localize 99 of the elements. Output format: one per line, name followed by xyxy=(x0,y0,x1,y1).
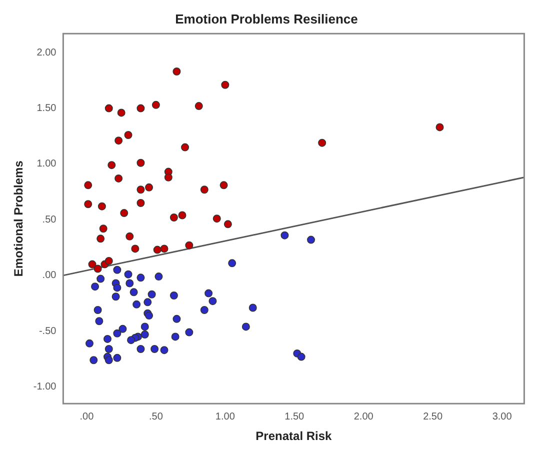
point xyxy=(170,291,178,300)
point xyxy=(127,336,136,344)
point xyxy=(112,292,120,301)
point xyxy=(178,211,186,220)
point xyxy=(242,322,250,331)
y-tick-label: .00 xyxy=(42,270,57,282)
point xyxy=(170,213,178,222)
point xyxy=(212,214,221,223)
point xyxy=(126,232,134,240)
point xyxy=(164,173,172,182)
point xyxy=(172,314,181,323)
point xyxy=(153,246,162,254)
point xyxy=(90,356,98,364)
point xyxy=(181,143,190,152)
point xyxy=(150,344,159,353)
point xyxy=(148,290,156,298)
point xyxy=(204,289,213,298)
point xyxy=(108,161,116,170)
point xyxy=(160,244,168,253)
y-tick-label: 1.50 xyxy=(36,103,57,114)
y-tick-label: 1.00 xyxy=(36,158,57,170)
point xyxy=(85,339,94,348)
point xyxy=(185,328,194,336)
x-tick-label: .00 xyxy=(80,411,94,422)
point xyxy=(84,200,92,208)
point xyxy=(136,199,145,207)
point xyxy=(84,181,92,190)
point xyxy=(118,324,127,333)
point xyxy=(136,344,145,353)
point xyxy=(185,241,194,250)
point xyxy=(113,329,122,338)
x-tick-label: 2.00 xyxy=(354,411,374,422)
point xyxy=(136,158,145,167)
point xyxy=(113,266,122,274)
point xyxy=(104,104,113,112)
point xyxy=(136,186,145,194)
x-axis-title: Prenatal Risk xyxy=(256,429,332,444)
x-tick-label: 2.50 xyxy=(423,411,443,422)
point xyxy=(221,80,230,89)
point xyxy=(297,352,306,361)
x-tick-label: .50 xyxy=(148,411,164,422)
point xyxy=(318,138,326,147)
point xyxy=(136,104,145,112)
point xyxy=(200,186,208,194)
point xyxy=(91,282,100,291)
point xyxy=(160,346,168,354)
point xyxy=(104,344,113,353)
point xyxy=(124,270,132,278)
chart-title: Emotion Problems Resilience xyxy=(175,11,358,26)
point xyxy=(113,354,122,362)
x-tick-label: 3.00 xyxy=(492,411,512,422)
point xyxy=(126,279,134,288)
point xyxy=(95,317,104,326)
x-tick-label: 1.00 xyxy=(215,411,236,422)
point xyxy=(103,334,112,343)
point xyxy=(94,264,102,273)
point xyxy=(172,67,181,76)
point xyxy=(307,236,315,244)
point xyxy=(104,256,113,265)
point xyxy=(280,231,289,240)
point xyxy=(140,322,149,331)
point xyxy=(154,272,163,281)
point xyxy=(248,304,257,312)
y-axis-title: Emotional Problems xyxy=(12,160,26,277)
y-tick-label: 2.00 xyxy=(36,47,57,58)
point xyxy=(208,297,217,306)
point xyxy=(131,244,140,253)
point xyxy=(436,123,444,132)
point xyxy=(124,131,132,140)
y-tick-label: -1.00 xyxy=(33,382,57,393)
x-tick-label: 1.50 xyxy=(284,411,305,422)
point xyxy=(96,274,105,283)
y-tick-label: .50 xyxy=(42,214,57,226)
point xyxy=(96,234,105,243)
point xyxy=(99,224,108,233)
point xyxy=(228,259,236,268)
point xyxy=(171,332,180,341)
y-tick-label: -.50 xyxy=(38,326,57,337)
point xyxy=(114,136,123,145)
point xyxy=(136,274,145,282)
point xyxy=(88,260,96,268)
point xyxy=(94,306,102,314)
point xyxy=(194,102,203,110)
point xyxy=(113,284,122,292)
point xyxy=(220,181,228,190)
point xyxy=(104,356,113,364)
point xyxy=(224,220,232,228)
point xyxy=(117,108,126,117)
point xyxy=(140,330,149,339)
point xyxy=(114,174,123,182)
point xyxy=(132,300,141,308)
point xyxy=(152,100,160,109)
point xyxy=(144,298,152,306)
point xyxy=(145,312,154,320)
point xyxy=(120,209,128,218)
point xyxy=(130,288,138,296)
point xyxy=(145,183,154,192)
point xyxy=(98,202,106,210)
point xyxy=(200,306,208,314)
